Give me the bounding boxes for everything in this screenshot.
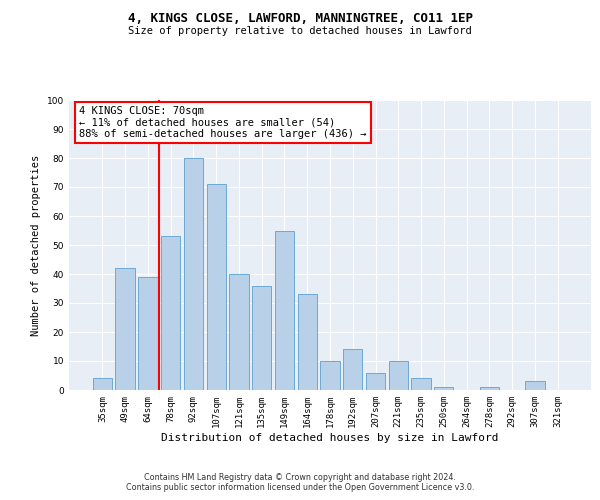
Bar <box>412 378 431 390</box>
Y-axis label: Number of detached properties: Number of detached properties <box>31 154 41 336</box>
Text: Size of property relative to detached houses in Lawford: Size of property relative to detached ho… <box>128 26 472 36</box>
Bar <box>434 387 454 390</box>
Bar <box>184 158 203 390</box>
Text: Contains HM Land Registry data © Crown copyright and database right 2024.
Contai: Contains HM Land Registry data © Crown c… <box>126 473 474 492</box>
Bar <box>206 184 226 390</box>
X-axis label: Distribution of detached houses by size in Lawford: Distribution of detached houses by size … <box>161 432 499 442</box>
Bar <box>343 350 362 390</box>
Bar <box>479 387 499 390</box>
Bar <box>115 268 135 390</box>
Bar <box>161 236 181 390</box>
Bar <box>366 372 385 390</box>
Bar <box>389 361 408 390</box>
Bar <box>298 294 317 390</box>
Bar <box>320 361 340 390</box>
Bar <box>252 286 271 390</box>
Text: 4, KINGS CLOSE, LAWFORD, MANNINGTREE, CO11 1EP: 4, KINGS CLOSE, LAWFORD, MANNINGTREE, CO… <box>128 12 473 26</box>
Bar <box>93 378 112 390</box>
Bar <box>525 382 545 390</box>
Bar <box>275 230 294 390</box>
Text: 4 KINGS CLOSE: 70sqm
← 11% of detached houses are smaller (54)
88% of semi-detac: 4 KINGS CLOSE: 70sqm ← 11% of detached h… <box>79 106 367 139</box>
Bar <box>229 274 248 390</box>
Bar <box>138 277 158 390</box>
